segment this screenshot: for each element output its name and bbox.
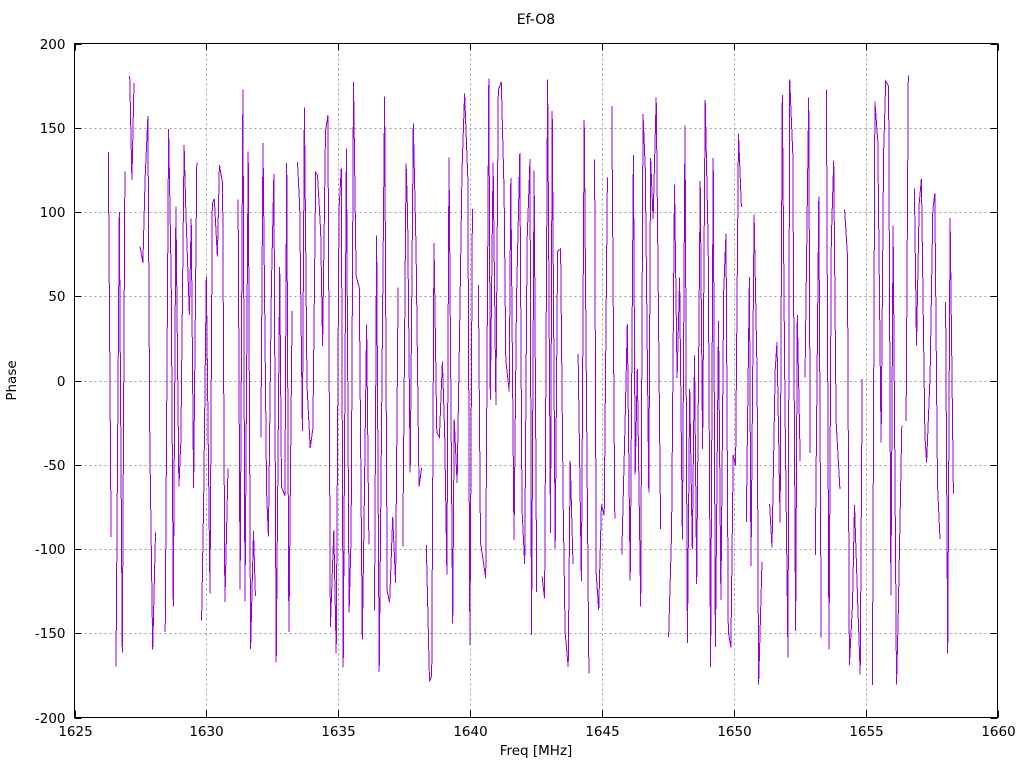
y-tick-label: -150 [35,626,66,642]
x-tick-label: 1660 [981,724,1015,740]
y-tick-label: 150 [40,121,66,137]
x-tick-label: 1630 [189,724,223,740]
y-tick-label: 50 [48,289,65,305]
y-tick-label: -50 [43,458,65,474]
plot-border [74,43,998,718]
tick-labels: 1625 1630 1635 1640 1645 1650 1655 1660 -200 -150… [35,37,1016,740]
x-tick-label: 1635 [321,724,355,740]
y-tick-label: 200 [40,37,66,53]
x-tick-label: 1625 [58,724,92,740]
x-tick-label: 1655 [849,724,883,740]
y-tick-label: -200 [35,711,66,727]
x-tick-label: 1645 [585,724,619,740]
y-tick-label: -100 [35,542,66,558]
y-axis-label: Phase [4,360,20,400]
x-axis-label: Freq [MHz] [500,743,573,759]
y-tick-label: 100 [40,205,66,221]
y-tick-label: 0 [57,374,66,390]
grid-lines [74,43,998,718]
phase-series [108,76,958,685]
x-tick-label: 1650 [717,724,751,740]
x-tick-label: 1640 [453,724,487,740]
chart-title: Ef-O8 [517,12,555,28]
tick-marks [74,43,999,719]
